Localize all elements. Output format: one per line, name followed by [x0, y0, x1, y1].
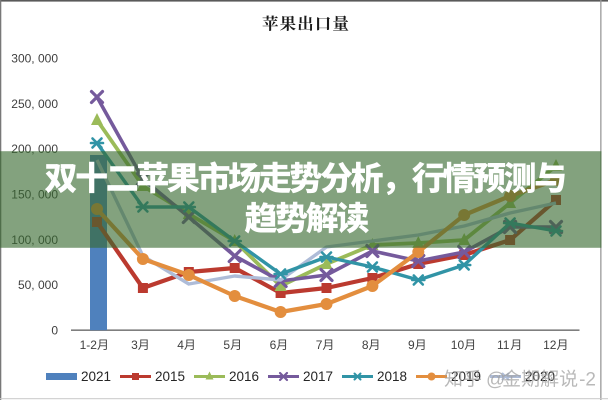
svg-text:2015: 2015	[155, 369, 185, 384]
svg-text:10: 10	[451, 338, 465, 352]
svg-text:50, 000: 50, 000	[18, 278, 58, 292]
svg-text:-2: -2	[579, 370, 596, 391]
svg-text:11: 11	[497, 338, 510, 352]
svg-text:2021: 2021	[81, 369, 111, 384]
svg-text:2016: 2016	[229, 369, 259, 384]
svg-text:300, 000: 300, 000	[11, 51, 58, 65]
svg-text:6: 6	[270, 338, 277, 352]
svg-text:12: 12	[543, 338, 557, 352]
svg-text:@: @	[486, 370, 505, 391]
svg-text:0: 0	[51, 324, 58, 338]
svg-text:7: 7	[316, 338, 323, 352]
svg-text:2019: 2019	[451, 369, 481, 384]
svg-text:1-2: 1-2	[80, 338, 98, 352]
svg-text:9: 9	[408, 338, 415, 352]
svg-text:250, 000: 250, 000	[11, 97, 58, 111]
svg-text:8: 8	[362, 338, 369, 352]
svg-text:2017: 2017	[303, 369, 333, 384]
svg-text:5: 5	[223, 338, 230, 352]
svg-text:2018: 2018	[377, 369, 407, 384]
svg-text:4: 4	[177, 338, 184, 352]
svg-text:3: 3	[131, 338, 138, 352]
